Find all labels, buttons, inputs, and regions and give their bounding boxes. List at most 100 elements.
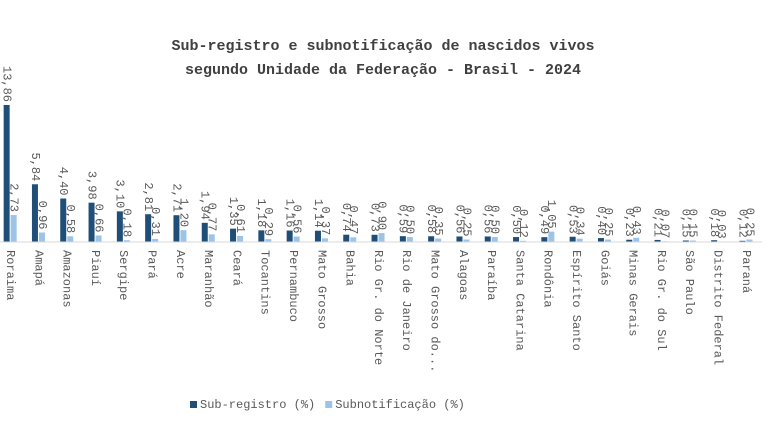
value-label: 1,20: [176, 198, 190, 227]
x-tick-label: Rondônia: [541, 250, 555, 308]
chart-subtitle: segundo Unidade da Federação - Brasil - …: [185, 62, 581, 79]
bar: [258, 230, 265, 242]
value-label: 0,37: [318, 207, 332, 236]
bar: [350, 237, 357, 242]
bar: [230, 228, 237, 242]
bar: [201, 222, 208, 242]
bar: [484, 236, 491, 242]
bar: [597, 238, 604, 242]
value-label: 0,03: [714, 210, 728, 239]
bar: [456, 236, 463, 242]
x-tick-label: Paraná: [739, 250, 753, 293]
bar: [711, 240, 718, 242]
bar: [116, 211, 123, 242]
bar: [293, 236, 300, 242]
x-tick-label: Rio de Janeiro: [399, 250, 413, 351]
bar: [265, 239, 272, 242]
bar: [180, 230, 187, 242]
x-tick-label: Roraima: [3, 250, 17, 300]
value-label: 0,21: [650, 208, 664, 237]
x-tick-label: Sergipe: [116, 250, 130, 300]
value-label: 0,18: [707, 208, 721, 237]
value-label: 0,96: [35, 201, 49, 230]
x-tick-label: Paraíba: [484, 250, 498, 300]
x-tick-label: Rio Gr. do Norte: [371, 250, 385, 365]
bar: [399, 236, 406, 242]
value-label: 0,56: [289, 205, 303, 234]
bar: [31, 184, 38, 242]
bar: [38, 232, 45, 242]
bar: [633, 237, 640, 242]
value-label: 0,34: [572, 207, 586, 236]
value-label: 0,90: [374, 201, 388, 230]
value-label: 0,25: [742, 208, 756, 237]
value-label: 0,31: [148, 207, 162, 236]
value-label: 0,73: [367, 203, 381, 232]
x-tick-label: Rio Gr. do Sul: [654, 250, 668, 351]
value-label: 0,15: [679, 209, 693, 238]
value-label: 0,56: [481, 205, 495, 234]
bar: [321, 238, 328, 242]
value-label: 0,23: [622, 208, 636, 237]
bar: [569, 236, 576, 242]
value-label: 1,35: [226, 197, 240, 226]
value-label: 4,40: [56, 167, 70, 196]
value-label: 0,12: [735, 209, 749, 238]
bar: [654, 239, 661, 242]
bar: [67, 236, 74, 242]
value-label: 0,12: [516, 209, 530, 238]
legend-swatch: [325, 401, 333, 408]
legend-label: Subnotificação (%): [335, 398, 465, 412]
bar: [435, 238, 442, 242]
legend-swatch: [190, 401, 197, 408]
x-tick-label: Piauí: [88, 250, 102, 286]
x-tick-label: Acre: [173, 250, 187, 279]
value-label: 0,74: [339, 203, 353, 232]
bar: [60, 198, 67, 242]
x-tick-label: Mato Grosso do...: [427, 250, 441, 372]
value-label: 0,50: [403, 205, 417, 234]
value-label: 3,98: [84, 171, 98, 200]
value-label: 1,16: [282, 199, 296, 228]
x-tick-label: São Paulo: [682, 250, 696, 315]
value-label: 0,15: [686, 209, 700, 238]
x-tick-label: Tocantins: [258, 250, 272, 315]
value-label: 0,49: [537, 205, 551, 234]
x-tick-label: Pará: [144, 250, 158, 279]
value-label: 0,58: [424, 204, 438, 233]
value-label: 2,71: [169, 183, 183, 212]
value-label: 1,18: [254, 199, 268, 228]
value-label: 5,84: [28, 152, 42, 181]
bar: [173, 215, 180, 242]
value-label: 1,14: [311, 199, 325, 228]
value-label: 0,77: [205, 203, 219, 232]
bar: [286, 230, 293, 242]
x-tick-label: Mato Grosso: [314, 250, 328, 329]
bar: [689, 240, 696, 242]
value-label: 0,07: [657, 209, 671, 238]
bar: [491, 237, 498, 242]
value-label: 0,29: [261, 207, 275, 236]
bar: [604, 239, 611, 242]
x-tick-label: Distrito Federal: [710, 250, 724, 365]
chart-title: Sub-registro e subnotificação de nascido…: [171, 38, 594, 55]
x-tick-label: Maranhão: [201, 250, 215, 308]
bar: [371, 234, 378, 242]
x-tick-label: Alagoas: [456, 250, 470, 300]
x-tick-label: Pernambuco: [286, 250, 300, 322]
bar: [682, 240, 689, 242]
x-tick-label: Amapá: [31, 250, 45, 286]
bar: [520, 240, 527, 242]
x-tick-label: Minas Gerais: [626, 250, 640, 336]
bar: [88, 202, 95, 242]
value-label: 0,50: [509, 205, 523, 234]
value-label: 3,10: [113, 180, 127, 209]
value-label: 0,43: [629, 206, 643, 235]
bar: [541, 237, 548, 242]
value-label: 0,18: [120, 208, 134, 237]
bar: [626, 239, 633, 242]
bar: [314, 230, 321, 242]
bar: [576, 238, 583, 242]
x-tick-label: Bahia: [343, 250, 357, 286]
value-label: 13,86: [0, 66, 13, 102]
